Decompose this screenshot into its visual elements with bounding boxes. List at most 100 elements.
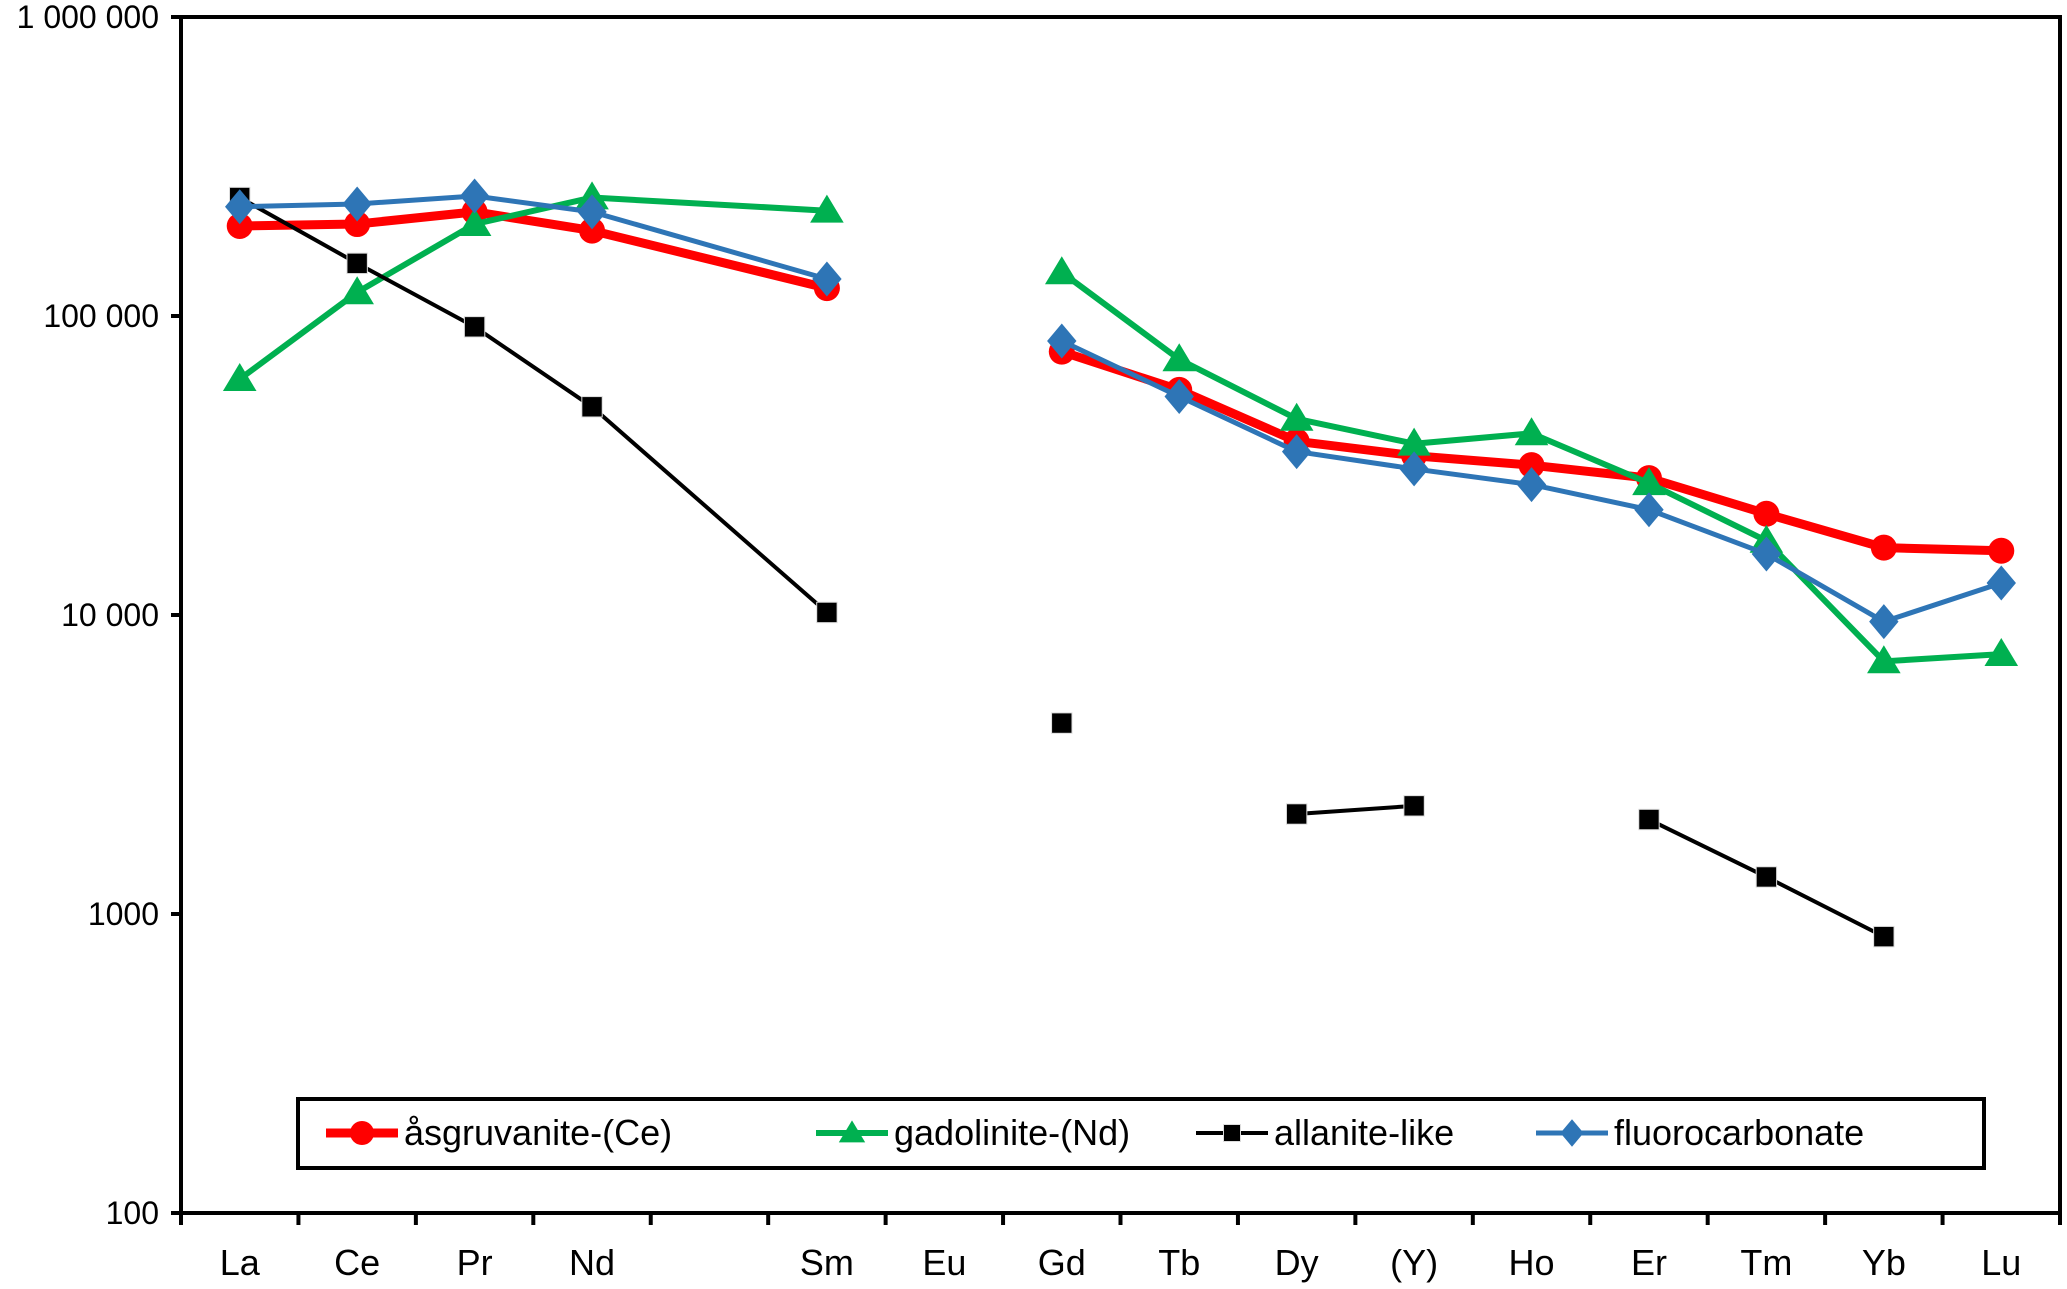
data-point [816, 601, 838, 624]
data-point [1514, 417, 1549, 446]
series-line-segment [1411, 466, 1535, 488]
data-point [1281, 434, 1312, 470]
x-tick-label: Ho [1509, 1242, 1555, 1283]
legend-label: åsgruvanite-(Ce) [404, 1112, 672, 1153]
data-point [457, 207, 492, 236]
x-tick-label: Gd [1038, 1242, 1086, 1283]
series-line-segment [237, 201, 360, 210]
legend: åsgruvanite-(Ce) gadolinite-(Nd) allanite-… [296, 1097, 1986, 1170]
series-line-segment [355, 261, 477, 329]
legend-label: allanite-like [1274, 1112, 1454, 1153]
series-line-segment [1176, 393, 1300, 455]
data-point [1867, 645, 1901, 674]
data-point [344, 211, 371, 238]
data-point [1988, 537, 2015, 564]
series-line-segment [1176, 356, 1300, 422]
x-tick-label: Tm [1740, 1242, 1792, 1283]
data-point [1518, 452, 1545, 479]
data-point [222, 363, 257, 392]
data-point [1755, 866, 1778, 888]
x-tick-label: Tb [1158, 1242, 1200, 1283]
legend-label: fluorocarbonate [1614, 1112, 1864, 1153]
data-point [346, 252, 368, 275]
series-line-segment [1644, 473, 1771, 519]
data-point [579, 217, 606, 244]
y-axis: 1 000 000 100 000 10 000 1000 100 [17, 0, 181, 1231]
series-line-segment [1880, 651, 2005, 665]
legend-marker-icon [1223, 1124, 1241, 1142]
data-point [342, 186, 372, 222]
data-point [1873, 925, 1895, 948]
x-tick-label: Ce [334, 1242, 380, 1283]
data-point [1632, 467, 1666, 496]
series-line-segment [472, 193, 595, 215]
series-line-segment [1881, 580, 2004, 625]
series-line-segment [352, 207, 480, 229]
series--sgruvanite-ce- [226, 198, 2015, 564]
x-tick-label: Eu [922, 1242, 966, 1283]
series-line-segment [470, 207, 597, 236]
series-line-segment [1763, 551, 1887, 625]
series-line-segment [235, 219, 362, 231]
data-point [1870, 534, 1897, 561]
data-point [1285, 803, 1308, 825]
data-point [1634, 492, 1664, 528]
legend-entry: allanite-like [1196, 1112, 1454, 1153]
data-point [1397, 427, 1431, 456]
data-point [1047, 323, 1077, 359]
series-line-segment [1528, 430, 1652, 487]
legend-label: gadolinite-(Nd) [894, 1112, 1130, 1153]
series-line-segment [471, 194, 596, 228]
data-point [226, 212, 253, 239]
series-line-segment [589, 194, 830, 214]
data-point [1516, 467, 1547, 503]
y-tick-label: 100 [106, 1195, 159, 1231]
data-point [340, 276, 374, 305]
x-tick-label: Lu [1981, 1242, 2021, 1283]
y-tick-label: 100 000 [43, 298, 159, 334]
series-line-segment [1294, 803, 1417, 816]
series-line-segment [472, 324, 595, 409]
data-point [1399, 451, 1429, 487]
data-point [1638, 808, 1660, 831]
x-tick-label: (Y) [1390, 1242, 1438, 1283]
series-line-segment [236, 289, 361, 383]
legend-entry: gadolinite-(Nd) [816, 1112, 1130, 1153]
series-line-segment [1293, 415, 1418, 447]
series-line-segment [1174, 385, 1302, 446]
x-tick-label: Dy [1275, 1242, 1319, 1283]
series-line-segment [1646, 507, 1769, 557]
x-tick-label: Yb [1862, 1242, 1906, 1283]
y-tick-label: 1 000 000 [17, 0, 159, 35]
series-line-segment [1645, 480, 1770, 544]
series-line-segment [1529, 482, 1652, 513]
x-tick-label: La [220, 1242, 261, 1283]
data-point [459, 178, 490, 214]
data-point [810, 194, 844, 223]
legend-entry: åsgruvanite-(Ce) [326, 1112, 672, 1153]
data-point [1751, 536, 1782, 572]
x-axis: La Ce Pr Nd Sm Eu Gd Tb Dy (Y) Ho Er Tm Yb Lu [179, 1213, 2062, 1283]
legend-marker-icon [1560, 1119, 1584, 1147]
data-point [1162, 343, 1197, 372]
series-gadolinite-nd- [222, 181, 2019, 674]
data-point [1984, 637, 2019, 666]
series-fluorocarbonate [225, 178, 2016, 640]
series-line-segment [354, 221, 478, 296]
series-line-segment [1761, 509, 1889, 553]
x-tick-label: Sm [800, 1242, 854, 1283]
series-line-segment [1409, 451, 1537, 470]
series-line-segment [1763, 537, 1887, 665]
series-layer [222, 178, 2019, 948]
data-point [1753, 500, 1780, 527]
y-tick-label: 1000 [88, 896, 159, 932]
y-tick-label: 10 000 [61, 597, 159, 633]
x-tick-label: Pr [457, 1242, 493, 1283]
data-point [1869, 604, 1899, 640]
series-line-segment [1294, 449, 1417, 472]
series-line-segment [589, 209, 830, 282]
series-line-segment [1764, 874, 1886, 939]
x-tick-label: Nd [569, 1242, 615, 1283]
data-point [1164, 378, 1194, 414]
